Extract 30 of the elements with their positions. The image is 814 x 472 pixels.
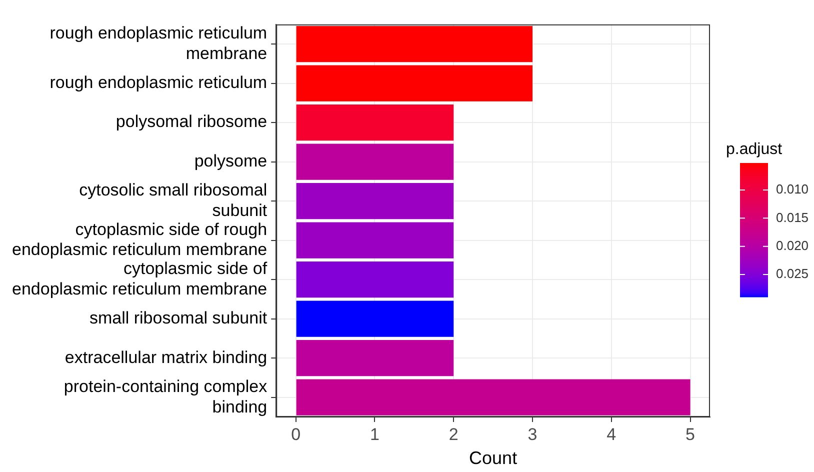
y-tick-label: protein-containing complex binding: [64, 376, 268, 416]
y-tick-label: cytoplasmic side of endoplasmic reticulum membrane: [12, 259, 268, 298]
bar: [296, 262, 454, 298]
y-tick-label: polysome: [194, 151, 268, 170]
color-bar-label: 0.020: [776, 238, 809, 253]
x-tick-label: 0: [291, 424, 301, 444]
color-bar-label: 0.015: [776, 210, 809, 225]
bar: [296, 222, 454, 258]
color-bar-label: 0.025: [776, 266, 809, 282]
y-tick-label: rough endoplasmic reticulum: [50, 72, 268, 92]
bar: [296, 65, 532, 102]
x-tick-label: 1: [370, 424, 380, 444]
bar: [296, 300, 454, 337]
bar: [296, 144, 454, 180]
y-tick-label: extracellular matrix binding: [64, 348, 268, 367]
y-tick-label: rough endoplasmic reticulum membrane: [50, 24, 268, 63]
color-bar-label: 0.010: [776, 182, 809, 197]
y-tick-label: small ribosomal subunit: [89, 308, 268, 328]
color-bar-title: p.adjust: [726, 141, 783, 158]
x-tick-label: 4: [606, 424, 616, 444]
x-tick-label: 2: [448, 424, 458, 444]
x-tick-label: 3: [528, 424, 538, 444]
bar: [296, 26, 532, 62]
x-axis-title: Count: [469, 448, 518, 468]
bar: [296, 183, 454, 220]
bar: [296, 104, 454, 141]
bar: [296, 340, 454, 376]
bar: [296, 379, 690, 416]
y-tick-label: polysomal ribosome: [116, 112, 268, 132]
x-tick-label: 5: [686, 424, 696, 444]
